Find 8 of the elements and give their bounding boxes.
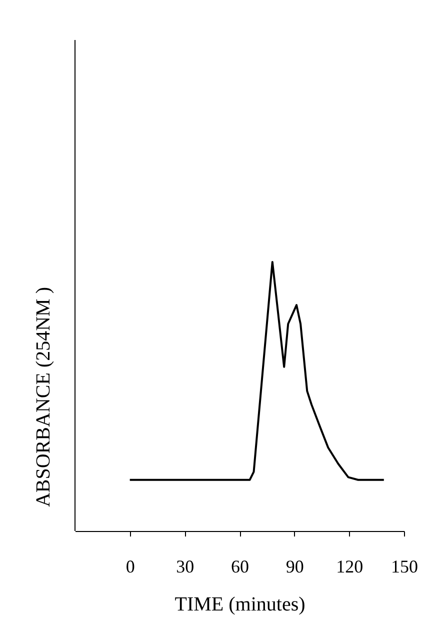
x-tick-label: 0 [126,556,135,576]
x-tick-label: 60 [231,556,249,576]
x-tick-label: 30 [176,556,194,576]
x-tick-label: 150 [391,556,418,576]
x-axis-title: TIME (minutes) [174,594,306,616]
x-tick-label: 120 [336,556,364,576]
x-tick-label: 90 [286,556,304,576]
y-axis-title: ABSORBANCE (254NM ) [32,286,54,508]
